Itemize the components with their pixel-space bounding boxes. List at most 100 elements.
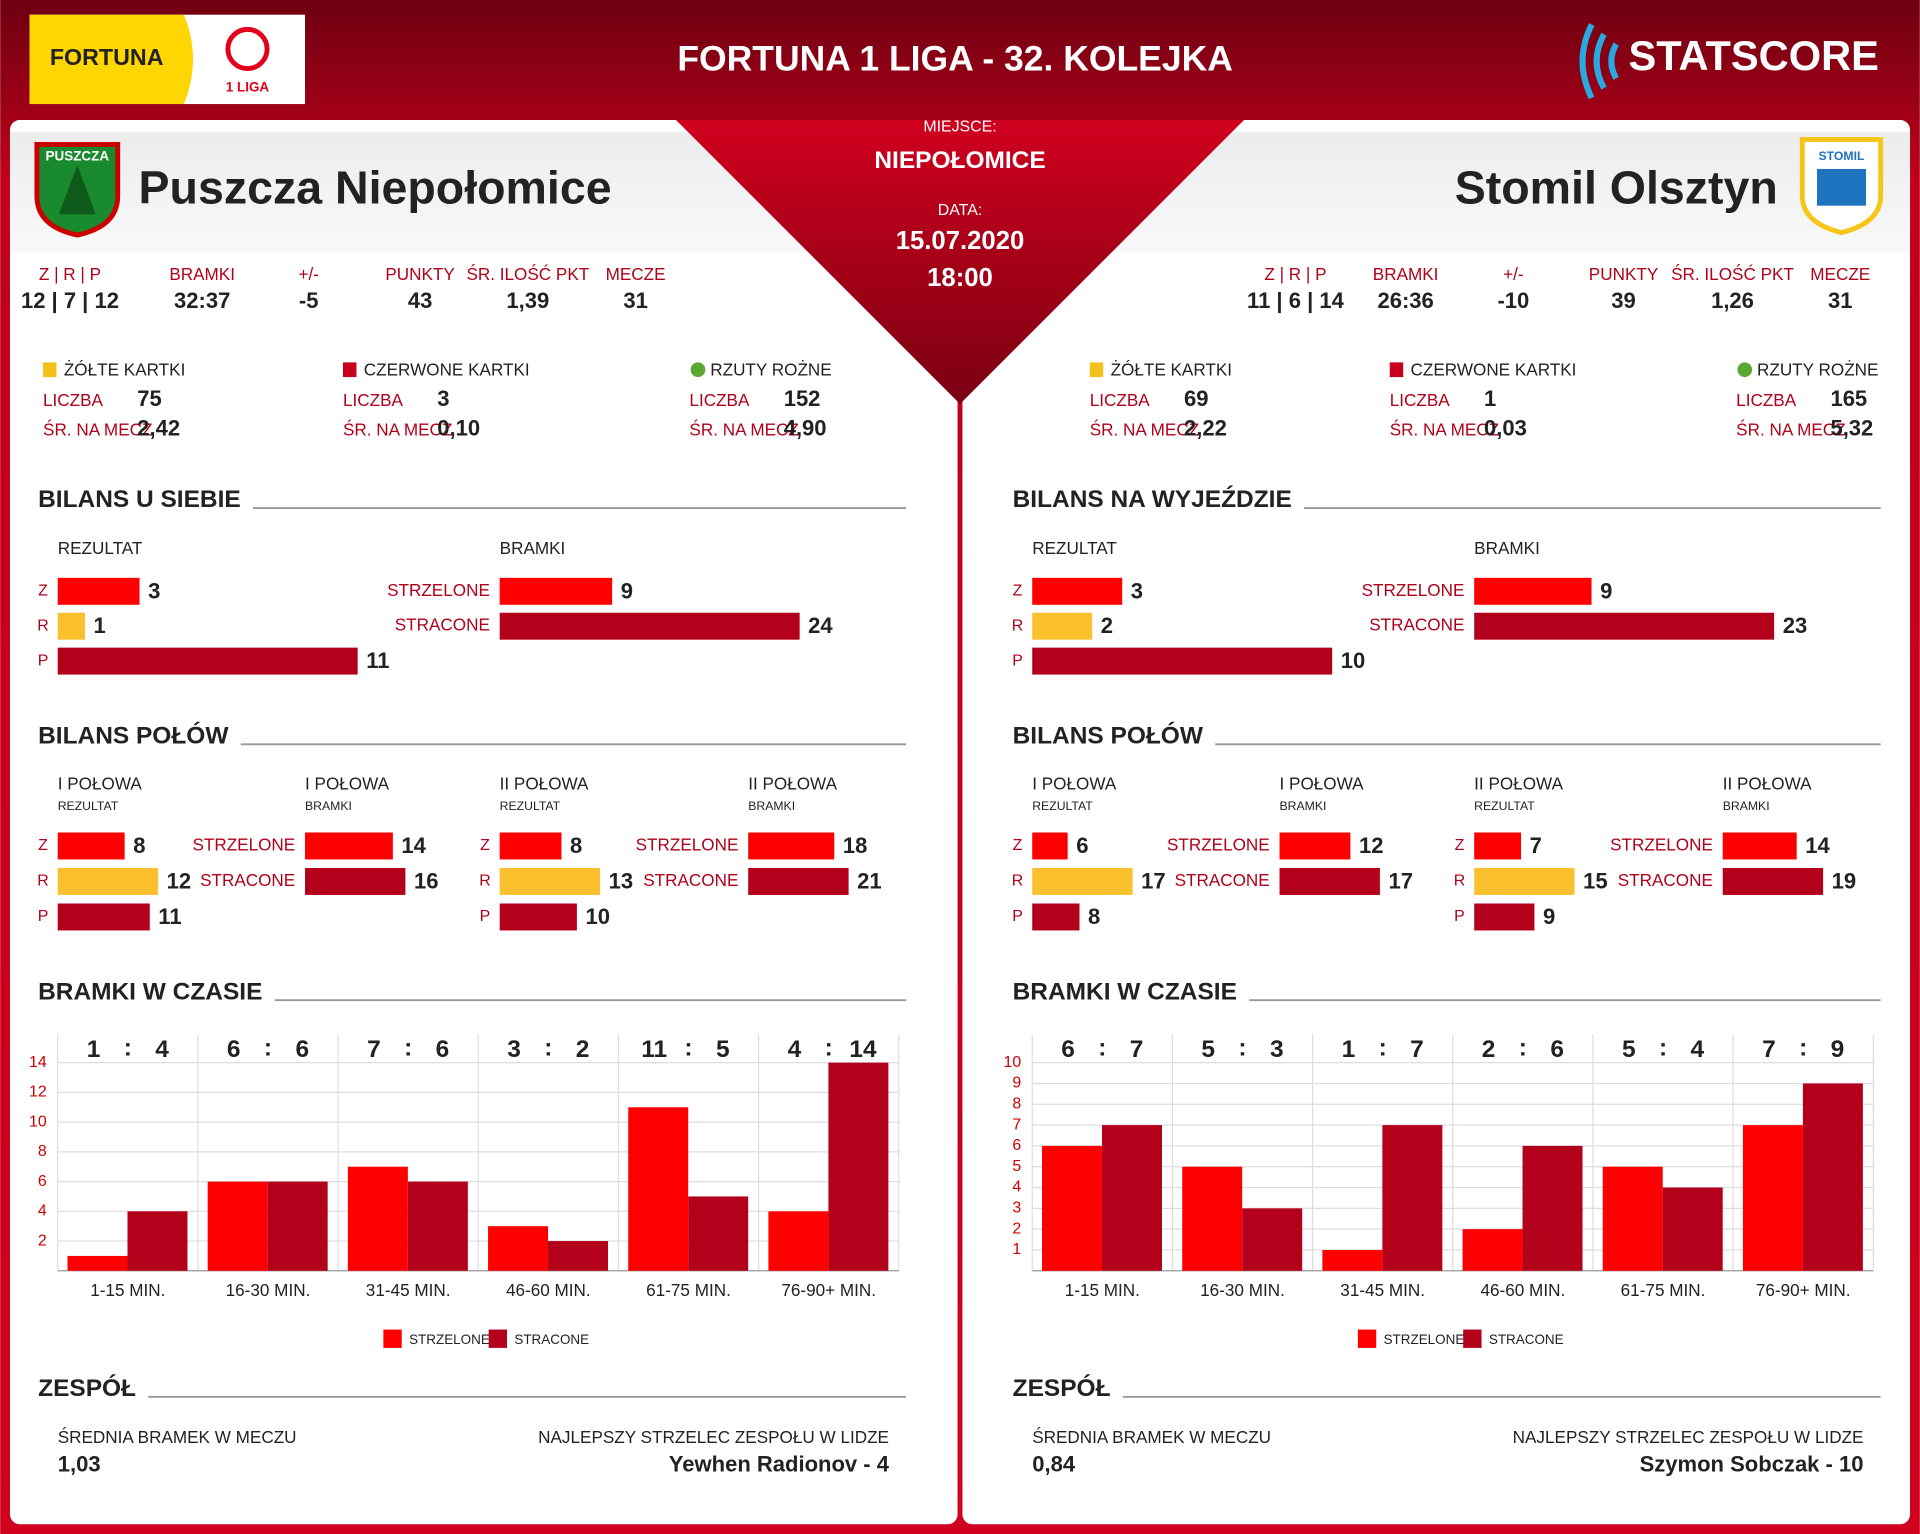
top-scorer-label: NAJLEPSZY STRZELEC ZESPOŁU W LIDZE xyxy=(1513,1427,1864,1447)
outcome-label: Z xyxy=(1013,583,1023,600)
score-sep: : xyxy=(404,1035,412,1062)
y-tick-label: 9 xyxy=(1012,1075,1021,1092)
time-title: BRAMKI W CZASIE xyxy=(38,978,262,1005)
y-tick-label: 10 xyxy=(29,1113,47,1130)
bar xyxy=(1474,832,1522,860)
bar xyxy=(1279,832,1351,860)
yellow-icon xyxy=(43,362,57,378)
score: 6 xyxy=(1061,1036,1075,1063)
bar-value: 12 xyxy=(167,869,191,894)
bar xyxy=(1032,647,1333,675)
title: FORTUNA 1 LIGA - 32. KOLEJKA xyxy=(677,39,1233,79)
bar xyxy=(305,868,406,895)
bar-value: 3 xyxy=(148,578,160,603)
bar xyxy=(499,903,577,931)
time-bar xyxy=(407,1181,468,1271)
y-tick-label: 7 xyxy=(1012,1116,1021,1133)
score: 6 xyxy=(436,1036,450,1063)
bar-value: 12 xyxy=(1359,833,1384,858)
time-bar xyxy=(207,1181,268,1271)
goals-label: STRACONE xyxy=(1175,870,1270,890)
bar xyxy=(57,647,358,675)
goals-label: STRZELONE xyxy=(192,834,295,854)
stat-label: PUNKTY xyxy=(385,264,455,284)
stat-value: 12 | 7 | 12 xyxy=(21,288,119,313)
time-title: BRAMKI W CZASIE xyxy=(1013,978,1237,1005)
sponsor-yellow xyxy=(29,14,194,105)
y-tick-label: 4 xyxy=(38,1203,47,1220)
corners-icon xyxy=(690,362,706,378)
period-label: 16-30 MIN. xyxy=(226,1280,311,1300)
bar xyxy=(1032,832,1068,860)
half-header: I POŁOWA xyxy=(1280,773,1365,793)
score: 11 xyxy=(641,1036,667,1063)
time-bar xyxy=(628,1107,689,1271)
score-sep: : xyxy=(1519,1035,1527,1062)
bar xyxy=(1032,868,1133,895)
stat-label: PUNKTY xyxy=(1589,264,1659,284)
score-sep: : xyxy=(264,1035,272,1062)
time-bar xyxy=(127,1211,188,1271)
stat-label: +/- xyxy=(298,264,318,284)
y-tick-label: 6 xyxy=(1012,1137,1021,1154)
outcome-label: R xyxy=(1012,873,1024,890)
bar-value: 17 xyxy=(1388,869,1413,894)
result-header: REZULTAT xyxy=(1032,538,1117,558)
yellow-icon xyxy=(1089,362,1104,378)
count-label: LICZBA xyxy=(343,390,404,410)
avg-label: ŚR. NA MECZ xyxy=(343,419,452,439)
time-bar xyxy=(1382,1125,1443,1271)
bar xyxy=(748,832,835,860)
y-tick-label: 4 xyxy=(1012,1179,1021,1196)
bar xyxy=(57,612,85,640)
bar-value: 17 xyxy=(1141,869,1166,894)
right-panel xyxy=(962,119,1911,1525)
center-triangle xyxy=(675,119,1245,405)
bar xyxy=(57,577,140,605)
legend-label: STRZELONE xyxy=(1384,1332,1465,1347)
outcome-label: P xyxy=(38,652,49,669)
score-sep: : xyxy=(1799,1035,1807,1062)
goals-label: STRACONE xyxy=(200,870,295,890)
date: 15.07.2020 xyxy=(896,227,1025,255)
legend-swatch xyxy=(383,1329,402,1348)
top-scorer-label: NAJLEPSZY STRZELEC ZESPOŁU W LIDZE xyxy=(538,1427,889,1447)
y-tick-label: 2 xyxy=(38,1232,47,1249)
bar-value: 16 xyxy=(414,869,439,894)
team-logo-text: PUSZCZA xyxy=(46,148,110,163)
stat-value: -10 xyxy=(1497,288,1529,313)
red-icon xyxy=(342,362,357,378)
bar xyxy=(57,868,159,895)
half-header: I POŁOWA xyxy=(305,773,390,793)
stat-value: 26:36 xyxy=(1377,288,1433,313)
half-header: II POŁOWA xyxy=(1723,773,1812,793)
goals-label: STRZELONE xyxy=(1610,834,1713,854)
corners-avg: 4,90 xyxy=(784,416,827,441)
avg-goals-label: ŚREDNIA BRAMEK W MECZU xyxy=(1032,1427,1271,1447)
stat-label: Z | R | P xyxy=(39,264,101,284)
red-avg: 0,10 xyxy=(437,416,480,441)
score: 5 xyxy=(1622,1036,1636,1063)
yellow-count: 69 xyxy=(1184,386,1209,411)
period-label: 1-15 MIN. xyxy=(1065,1280,1140,1300)
y-tick-label: 5 xyxy=(1012,1158,1021,1175)
bar xyxy=(1722,868,1824,895)
goals-header: BRAMKI xyxy=(500,538,566,558)
score: 7 xyxy=(367,1036,381,1063)
score: 14 xyxy=(849,1036,877,1063)
team-logo-tree xyxy=(58,165,96,215)
bar-value: 9 xyxy=(621,578,633,603)
period-label: 61-75 MIN. xyxy=(1621,1280,1706,1300)
period-label: 31-45 MIN. xyxy=(1340,1280,1425,1300)
team-title: ZESPÓŁ xyxy=(38,1374,136,1402)
stat-value: 1,26 xyxy=(1711,288,1754,313)
avg-goals: 0,84 xyxy=(1032,1451,1076,1476)
goals-label: STRACONE xyxy=(1369,615,1464,635)
bar xyxy=(499,868,601,895)
stat-value: -5 xyxy=(299,288,319,313)
red-count: 3 xyxy=(437,386,449,411)
yellow-label: ŻÓŁTE KARTKI xyxy=(1111,359,1233,379)
yellow-avg: 2,22 xyxy=(1184,416,1227,441)
top-scorer: Yewhen Radionov - 4 xyxy=(669,1451,890,1476)
